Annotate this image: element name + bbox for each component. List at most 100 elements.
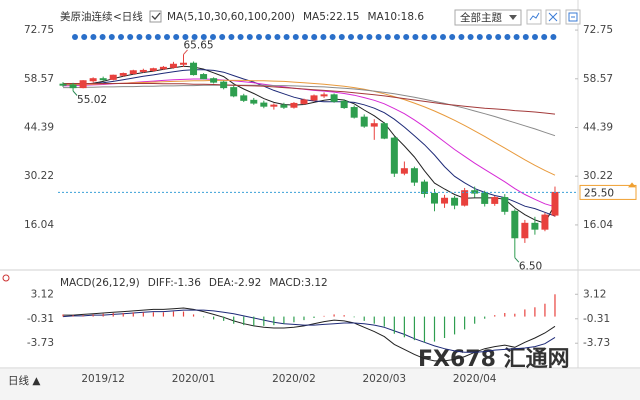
candle-body [119, 73, 127, 76]
tool-icon [529, 12, 540, 21]
event-dot [145, 34, 152, 40]
event-dot [513, 34, 520, 40]
y-tick-label: 72.75 [24, 24, 54, 36]
event-dot [412, 34, 419, 40]
event-dot [421, 34, 428, 40]
y-tick-label: -0.31 [583, 313, 610, 325]
annotation-pointer [514, 257, 520, 263]
event-dot [348, 34, 354, 40]
candle-body [521, 222, 529, 239]
event-dot [274, 34, 281, 40]
y-tick-label: -0.31 [27, 313, 54, 325]
candle-body [310, 95, 318, 101]
candle-body [431, 192, 438, 204]
annotation: 55.02 [77, 94, 107, 106]
period-footer[interactable]: 日线 ▲ [8, 374, 41, 387]
candle-body [380, 123, 388, 139]
candle-body [89, 78, 97, 82]
event-dot [329, 34, 336, 40]
watermark: FX678 汇通网 [418, 347, 570, 372]
ma-line [63, 83, 556, 115]
event-dot [366, 34, 373, 40]
event-dot [72, 34, 78, 40]
ma-line [62, 69, 556, 217]
y-tick-label: 30.22 [24, 170, 54, 182]
candle-body [260, 102, 268, 107]
candle-body [330, 94, 338, 102]
candle-body [451, 197, 459, 206]
dropdown-arrow [509, 15, 517, 20]
event-dot [495, 34, 502, 40]
candle-body [159, 66, 167, 70]
candle-body [471, 190, 479, 194]
candle-body [481, 192, 489, 204]
tool-icon [568, 12, 578, 22]
annotation-pointer [72, 90, 78, 96]
candle-body [390, 137, 398, 174]
event-dot [154, 34, 161, 40]
candle-body [69, 84, 77, 89]
y-tick-label: 44.39 [24, 122, 54, 134]
event-dot [338, 34, 345, 40]
event-dot [182, 34, 189, 40]
candle-body [240, 95, 248, 101]
period-selector[interactable]: <日线 [113, 10, 143, 23]
event-dot [256, 34, 262, 40]
legend-entry: DIFF:-1.36 [148, 277, 201, 289]
event-dot [430, 34, 437, 40]
candle-body [370, 123, 378, 127]
event-dot [394, 34, 400, 40]
x-tick-label: 2020/01 [172, 373, 216, 385]
candle-body [280, 104, 288, 108]
event-dot [302, 34, 308, 40]
candle-body [461, 190, 469, 206]
candle-body [250, 99, 258, 104]
event-dot [486, 34, 492, 40]
annotation-pointer [183, 49, 188, 55]
y-tick-label: 16.04 [24, 219, 54, 231]
event-dot [283, 34, 290, 40]
candle-body [149, 68, 157, 71]
candle-body [491, 197, 499, 204]
event-dot [504, 34, 511, 40]
ma-line [63, 84, 556, 137]
event-dot [210, 34, 216, 40]
event-dot [467, 34, 474, 40]
candle-body [139, 69, 147, 72]
candle-body [290, 102, 298, 108]
tool-icon [548, 12, 558, 22]
candle-body [230, 87, 238, 97]
event-dot [200, 34, 207, 40]
event-dot [127, 34, 134, 40]
candle-body [531, 222, 539, 230]
y-tick-label: 3.12 [31, 288, 54, 300]
annotation: 65.65 [184, 39, 214, 51]
x-tick-label: 2020/02 [272, 373, 316, 385]
candle-body [59, 83, 67, 86]
y-tick-label: 44.39 [583, 122, 613, 134]
candle-body [551, 191, 559, 216]
event-dot [357, 34, 364, 40]
event-dot [265, 34, 272, 40]
ma-line [62, 65, 556, 224]
theme-label: 全部主题 [460, 11, 502, 24]
event-dot [449, 34, 456, 40]
event-dot [541, 34, 548, 40]
y-tick-label: 16.04 [583, 219, 613, 231]
y-tick-label: -3.73 [27, 337, 54, 349]
y-tick-label: 3.12 [583, 288, 606, 300]
candle-body [190, 62, 198, 76]
candle-body [79, 80, 87, 89]
theme-dropdown[interactable] [454, 9, 522, 26]
event-dot [173, 34, 180, 40]
legend-entry: MA10:18.6 [368, 11, 425, 23]
macd-title: MACD(26,12,9) [60, 277, 140, 289]
candle-body [441, 197, 449, 204]
event-dot [99, 34, 106, 40]
checkbox[interactable] [149, 10, 162, 23]
event-dot [90, 34, 97, 40]
panel-icon[interactable] [2, 274, 10, 282]
candle-body [340, 100, 348, 109]
